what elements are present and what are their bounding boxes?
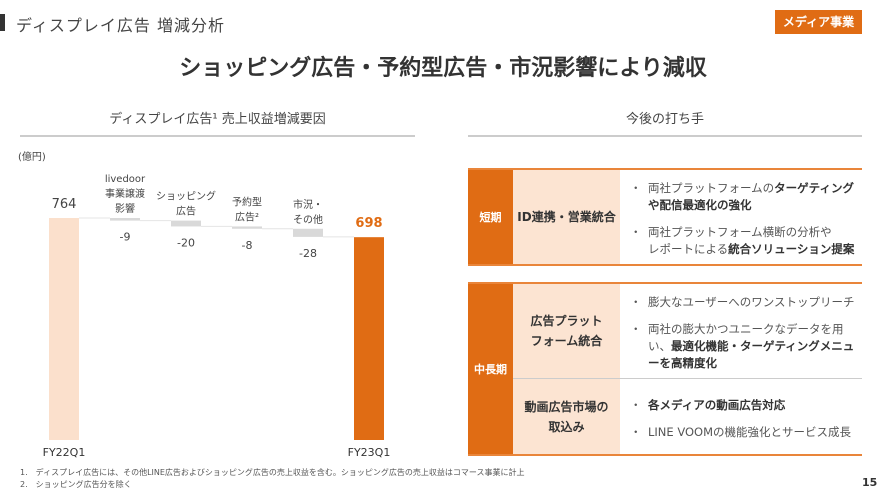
theme-label: ID連携・営業統合 [513, 170, 620, 264]
x-tick-label: FY22Q1 [43, 446, 86, 459]
category-label: 予約型広告² [232, 195, 262, 223]
bar-end [354, 237, 384, 440]
value-label: -20 [177, 236, 195, 249]
footnotes: 1. ディスプレイ広告には、その他LINE広告およびショッピング広告の売上収益を… [20, 467, 525, 491]
bullet-point: 両社プラットフォームのターゲティングや配信最適化の強化 [630, 180, 856, 214]
plans-title: 今後の打ち手 [625, 112, 704, 127]
footnote-2: 2. ショッピング広告分を除く [20, 480, 132, 489]
value-label: 764 [52, 197, 77, 212]
headline: ショッピング広告・予約型広告・市況影響により減収 [179, 56, 707, 81]
plan-row: ID連携・営業統合両社プラットフォームのターゲティングや配信最適化の強化両社プラ… [513, 170, 862, 264]
plan-row: 動画広告市場の 取込み各メディアの動画広告対応 LINE VOOMの機能強化とサー… [513, 378, 862, 454]
term-label: 短期 [468, 170, 513, 264]
bullet-point: 膨大なユーザーへのワンストップリーチ [630, 294, 856, 311]
bullet-point: LINE VOOMの機能強化とサービス成長 [630, 424, 856, 441]
theme-label: 動画広告市場の 取込み [513, 379, 620, 454]
divider [468, 135, 862, 137]
footnote-1: 1. ディスプレイ広告には、その他LINE広告およびショッピング広告の売上収益を… [20, 468, 525, 477]
plan-row: 広告プラット フォーム統合膨大なユーザーへのワンストップリーチ両社の膨大かつユニ… [513, 284, 862, 378]
category-label: ショッピング広告 [156, 190, 216, 218]
section-marker [0, 14, 5, 31]
category-label: livedoor 事業譲渡影響 [105, 174, 146, 215]
value-label: -28 [299, 247, 317, 260]
chart-title: ディスプレイ広告¹ 売上収益増減要因 [109, 112, 326, 127]
segment-badge: メディア事業 [775, 10, 862, 34]
term-label: 中長期 [468, 284, 513, 454]
value-label: -8 [242, 239, 253, 252]
x-tick-label: FY23Q1 [348, 446, 391, 459]
bar-delta [232, 226, 262, 229]
unit-label: (億円) [18, 150, 46, 163]
page-number: 15 [862, 476, 878, 489]
section-title: ディスプレイ広告 増減分析 [16, 16, 225, 35]
bar-delta [110, 218, 140, 221]
bullet-point: 両社の膨大かつユニークなデータを用い、最適化機能・ターゲティングメニューを高精度… [630, 321, 856, 372]
bar-delta [171, 220, 201, 227]
bar-start [49, 218, 79, 440]
value-label: -9 [120, 231, 131, 244]
plan-short-term: 短期ID連携・営業統合両社プラットフォームのターゲティングや配信最適化の強化両社… [468, 168, 862, 266]
bar-delta [293, 228, 323, 237]
divider [20, 135, 415, 137]
waterfall-chart: (億円) 764 FY22Q1 -9 livedoor 事業譲渡影響 -20 ショッピング広… [18, 150, 391, 459]
value-label: 698 [355, 216, 382, 231]
category-label: 市況・その他 [293, 198, 323, 226]
theme-label: 広告プラット フォーム統合 [513, 284, 620, 378]
bullet-point: 各メディアの動画広告対応 [630, 397, 856, 414]
